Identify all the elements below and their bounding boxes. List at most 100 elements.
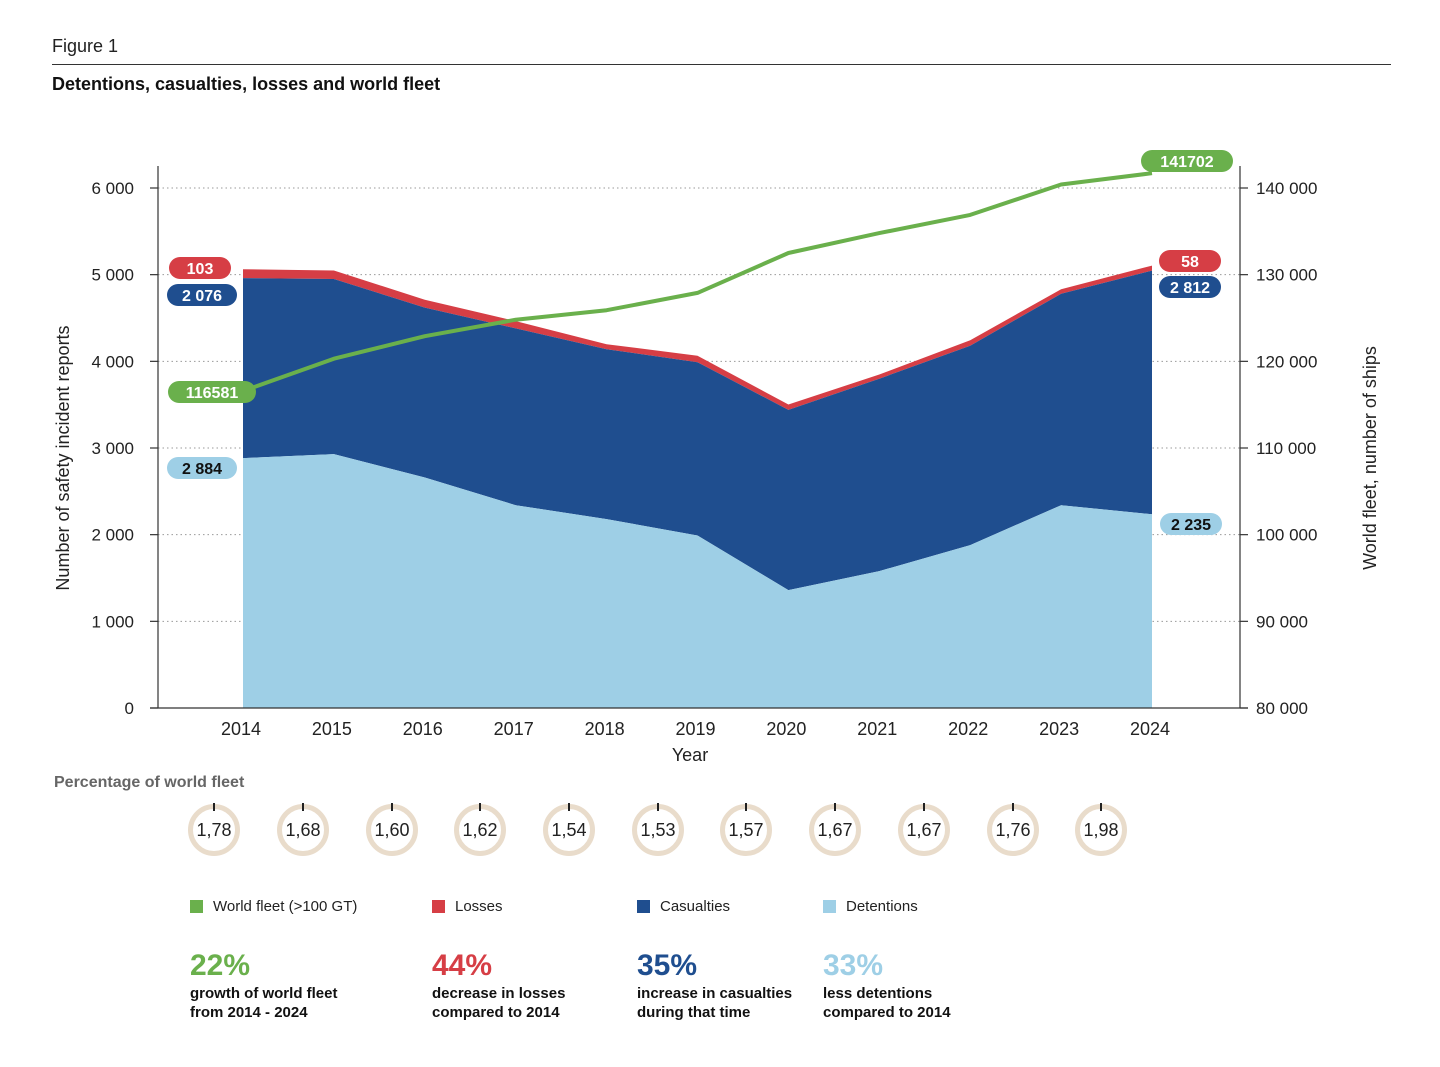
label-start-losses: 103 — [187, 261, 214, 278]
label-start-casualties-pill — [167, 284, 237, 306]
ring-tick-mark — [834, 803, 836, 811]
legend-label-world-fleet: World fleet (>100 GT) — [213, 898, 358, 915]
stat-desc-line: compared to 2014 — [432, 1004, 560, 1021]
percentage-ring: 1,57 — [720, 803, 772, 856]
legend-casualties: Casualties — [637, 898, 730, 915]
figure-label: Figure 1 — [52, 36, 119, 56]
percentage-value: 1,60 — [374, 819, 410, 840]
percentage-value: 1,67 — [817, 819, 853, 840]
stat-detentions: 33% less detentions compared to 2014 — [823, 948, 951, 1022]
ring-tick-mark — [479, 803, 481, 811]
title-divider — [52, 64, 1391, 65]
label-end-casualties: 2 812 — [1170, 280, 1210, 297]
label-end-losses: 58 — [1181, 254, 1199, 271]
stat-value-losses: 44% — [432, 949, 493, 982]
stat-desc-line: from 2014 - 2024 — [190, 1004, 308, 1021]
label-end-fleet: 141702 — [1160, 154, 1213, 171]
x-tick-label: 2015 — [312, 719, 352, 739]
percentage-value: 1,78 — [196, 819, 232, 840]
stat-desc-line: growth of world fleet — [190, 985, 338, 1002]
stat-world-fleet: 22% growth of world fleet from 2014 - 202… — [190, 948, 338, 1022]
percentage-ring: 1,54 — [543, 803, 595, 856]
percentage-ring: 1,98 — [1075, 803, 1127, 856]
percentage-value: 1,62 — [462, 819, 498, 840]
y-axis-title: Number of safety incident reports — [53, 325, 73, 590]
percentage-value: 1,67 — [906, 819, 942, 840]
percentage-heading: Percentage of world fleet — [54, 774, 245, 791]
legend-swatch-losses — [432, 900, 445, 913]
label-start-losses-pill — [169, 257, 231, 279]
y2-axis-title: World fleet, number of ships — [1360, 346, 1380, 570]
stat-desc-line: increase in casualties — [637, 985, 793, 1002]
ring-tick-mark — [923, 803, 925, 811]
stat-desc-line: compared to 2014 — [823, 1004, 951, 1021]
x-tick-label: 2019 — [675, 719, 715, 739]
percentage-ring: 1,62 — [454, 803, 506, 856]
label-end-detentions-pill — [1160, 513, 1222, 535]
legend-label-casualties: Casualties — [660, 898, 731, 915]
legend-label-losses: Losses — [455, 898, 503, 915]
ring-tick-mark — [391, 803, 393, 811]
y2-tick-label: 110 000 — [1256, 439, 1316, 458]
legend-swatch-detentions — [823, 900, 836, 913]
ring-tick-mark — [1100, 803, 1102, 811]
y-tick-label: 6 000 — [91, 179, 134, 198]
y2-tick-label: 120 000 — [1256, 352, 1317, 371]
label-start-fleet: 116581 — [186, 385, 239, 402]
chart-area: 0 1 000 2 000 3 000 4 000 5 000 6 000 80 000 90 … — [53, 150, 1380, 765]
stat-value-casualties: 35% — [637, 949, 698, 982]
label-start-fleet-pill — [168, 381, 256, 403]
y-tick-label: 0 — [125, 699, 134, 718]
percentage-value: 1,57 — [728, 819, 764, 840]
x-tick-label: 2022 — [948, 719, 988, 739]
legend-world-fleet: World fleet (>100 GT) — [190, 898, 357, 915]
x-tick-label: 2024 — [1130, 719, 1170, 739]
legend-detentions: Detentions — [823, 898, 918, 915]
x-tick-label: 2023 — [1039, 719, 1079, 739]
y-tick-label: 3 000 — [91, 439, 134, 458]
label-end-casualties-pill — [1159, 276, 1221, 298]
label-start-detentions-pill — [167, 457, 237, 479]
label-end-detentions: 2 235 — [1171, 517, 1211, 534]
y-tick-label: 5 000 — [91, 266, 134, 285]
y-tick-label: 2 000 — [91, 526, 134, 545]
label-start-detentions: 2 884 — [182, 461, 222, 478]
y2-tick-label: 130 000 — [1256, 266, 1317, 285]
label-end-fleet-pill — [1141, 150, 1233, 172]
x-tick-label: 2016 — [403, 719, 443, 739]
detentions-area — [243, 454, 1152, 708]
stat-value-detentions: 33% — [823, 949, 884, 982]
percentage-value: 1,98 — [1083, 819, 1119, 840]
ring-tick-mark — [302, 803, 304, 811]
label-start-casualties: 2 076 — [182, 288, 222, 305]
percentage-value: 1,76 — [995, 819, 1031, 840]
stat-value-world-fleet: 22% — [190, 949, 251, 982]
y2-tick-label: 80 000 — [1256, 699, 1308, 718]
percentage-ring: 1,67 — [898, 803, 950, 856]
percentage-ring: 1,68 — [277, 803, 329, 856]
stat-desc-line: less detentions — [823, 985, 933, 1002]
x-tick-label: 2021 — [857, 719, 897, 739]
legend-swatch-world-fleet — [190, 900, 203, 913]
percentage-value: 1,53 — [640, 819, 676, 840]
x-axis-title: Year — [672, 745, 708, 765]
stat-desc-line: during that time — [637, 1004, 751, 1021]
x-tick-label: 2018 — [585, 719, 625, 739]
percentage-value: 1,54 — [551, 819, 587, 840]
y2-tick-label: 100 000 — [1256, 526, 1317, 545]
percentage-ring: 1,78 — [188, 803, 240, 856]
y2-tick-label: 140 000 — [1256, 179, 1317, 198]
ring-tick-mark — [1012, 803, 1014, 811]
ring-tick-mark — [745, 803, 747, 811]
y-tick-label: 4 000 — [91, 352, 134, 371]
world-fleet-line — [242, 171, 1153, 393]
percentage-ring: 1,53 — [632, 803, 684, 856]
legend-label-detentions: Detentions — [846, 898, 918, 915]
ring-tick-mark — [657, 803, 659, 811]
x-tick-label: 2017 — [494, 719, 534, 739]
stat-casualties: 35% increase in casualties during that ti… — [637, 948, 792, 1022]
chart-title: Detentions, casualties, losses and world… — [52, 74, 441, 94]
label-end-losses-pill — [1159, 250, 1221, 272]
percentage-value: 1,68 — [285, 819, 321, 840]
x-tick-label: 2020 — [766, 719, 806, 739]
